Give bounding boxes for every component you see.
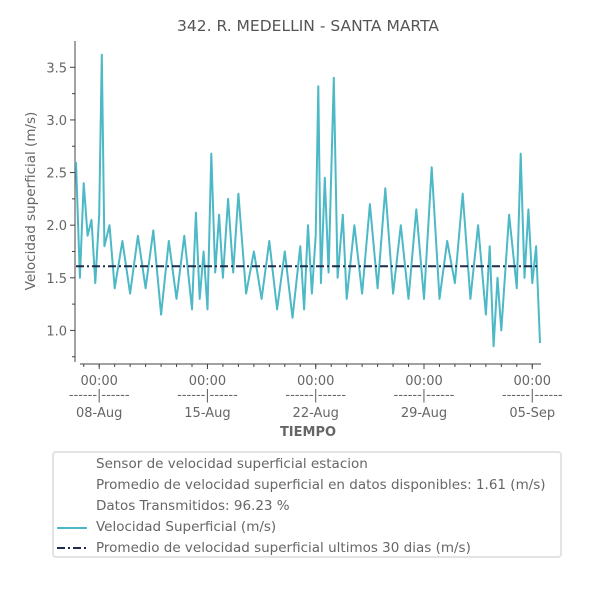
x-tick-label-separator: ------|------ bbox=[285, 388, 346, 403]
legend-swatch-dashdot bbox=[57, 547, 87, 549]
x-tick-label-time: 00:00 bbox=[297, 374, 334, 389]
x-tick-label-time: 00:00 bbox=[514, 374, 551, 389]
x-tick-label-date: 29-Aug bbox=[401, 406, 447, 421]
legend-label: Datos Transmitidos: 96.23 % bbox=[96, 498, 290, 514]
y-axis-label: Velocidad superficial (m/s) bbox=[23, 112, 39, 291]
legend-entry-promedio: Promedio de velocidad superficial ultimo… bbox=[54, 538, 560, 559]
x-tick-label-separator: ------|------ bbox=[502, 388, 563, 403]
legend-label: Promedio de velocidad superficial ultimo… bbox=[96, 540, 471, 556]
y-tick-label: 1.5 bbox=[46, 272, 67, 287]
x-tick-label-separator: ------|------ bbox=[177, 388, 238, 403]
y-tick-label: 1.0 bbox=[46, 324, 67, 339]
x-tick-label-date: 15-Aug bbox=[184, 406, 230, 421]
legend-entry: Datos Transmitidos: 96.23 % bbox=[54, 496, 560, 517]
y-tick-label: 3.5 bbox=[46, 61, 67, 76]
x-tick-label-separator: ------|------ bbox=[69, 388, 130, 403]
legend-swatch-solid bbox=[57, 527, 87, 529]
x-axis-label: TIEMPO bbox=[280, 425, 336, 440]
legend-label: Velocidad Superficial (m/s) bbox=[96, 519, 277, 535]
legend-label: Sensor de velocidad superficial estacion bbox=[96, 456, 368, 472]
y-tick-label: 3.0 bbox=[46, 114, 67, 129]
legend-entry: Promedio de velocidad superficial en dat… bbox=[54, 475, 560, 496]
x-tick-label-time: 00:00 bbox=[189, 374, 226, 389]
y-tick-label: 2.0 bbox=[46, 219, 67, 234]
y-tick-label: 2.5 bbox=[46, 167, 67, 182]
chart-title: 342. R. MEDELLIN - SANTA MARTA bbox=[177, 17, 439, 35]
x-tick-label-date: 08-Aug bbox=[76, 406, 122, 421]
x-tick-label-date: 22-Aug bbox=[293, 406, 339, 421]
series-velocidad-line bbox=[75, 53, 541, 348]
legend-entry: Sensor de velocidad superficial estacion bbox=[54, 454, 560, 475]
x-tick-label-date: 05-Sep bbox=[509, 406, 555, 421]
legend-label: Promedio de velocidad superficial en dat… bbox=[96, 477, 546, 493]
x-tick-label-separator: ------|------ bbox=[394, 388, 455, 403]
x-tick-label-time: 00:00 bbox=[405, 374, 442, 389]
x-tick-label-time: 00:00 bbox=[80, 374, 117, 389]
legend: Sensor de velocidad superficial estacion… bbox=[52, 451, 562, 558]
legend-entry-velocidad: Velocidad Superficial (m/s) bbox=[54, 517, 560, 538]
